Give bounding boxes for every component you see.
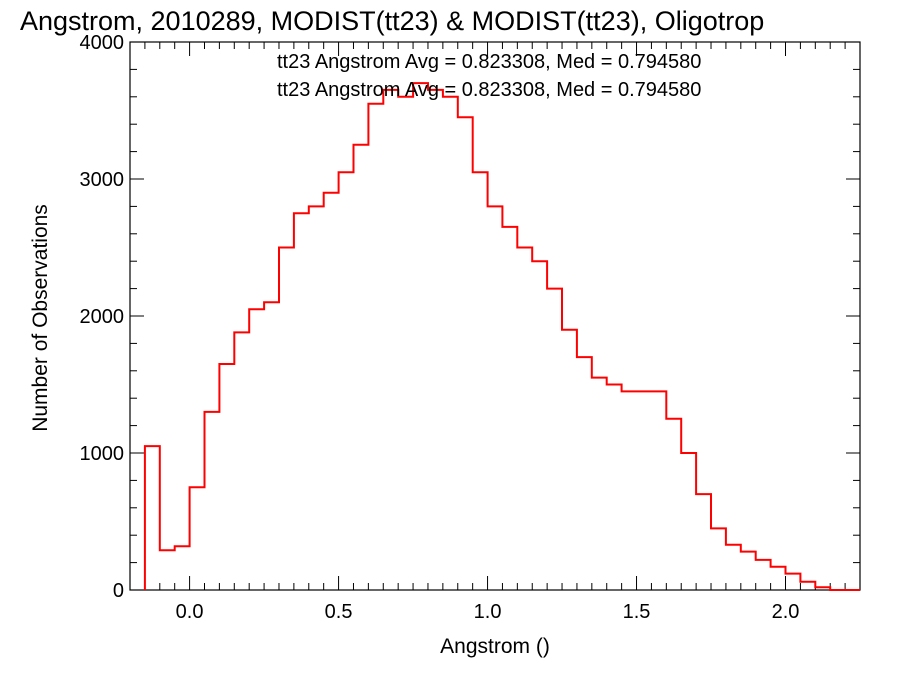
y-tick-label: 4000 xyxy=(80,32,125,54)
y-tick-label: 3000 xyxy=(80,169,125,191)
axis-ticks: 0.0 0.5 1.0 1.5 2.0 0 1000 2000 3000 4000 xyxy=(80,32,861,623)
annotation-black: tt23 Angstrom Avg = 0.823308, Med = 0.79… xyxy=(277,51,701,73)
x-tick-label: 1.5 xyxy=(623,601,651,623)
x-axis-label: Angstrom () xyxy=(440,635,550,658)
x-tick-label: 2.0 xyxy=(772,601,800,623)
y-tick-label: 0 xyxy=(113,580,124,602)
chart-title: Angstrom, 2010289, MODIST(tt23) & MODIST… xyxy=(20,6,764,36)
x-tick-label: 0.0 xyxy=(176,601,204,623)
data-series xyxy=(143,82,860,591)
x-tick-label: 1.0 xyxy=(474,601,502,623)
plot-axes xyxy=(129,41,861,591)
series-line xyxy=(143,82,860,591)
y-axis-label: Number of Observations xyxy=(29,204,52,432)
plot-frame xyxy=(129,41,861,591)
y-tick-label: 2000 xyxy=(80,306,125,328)
y-tick-label: 1000 xyxy=(80,443,125,465)
annotation-red: tt23 Angstrom Avg = 0.823308, Med = 0.79… xyxy=(277,79,701,101)
x-tick-label: 0.5 xyxy=(325,601,353,623)
